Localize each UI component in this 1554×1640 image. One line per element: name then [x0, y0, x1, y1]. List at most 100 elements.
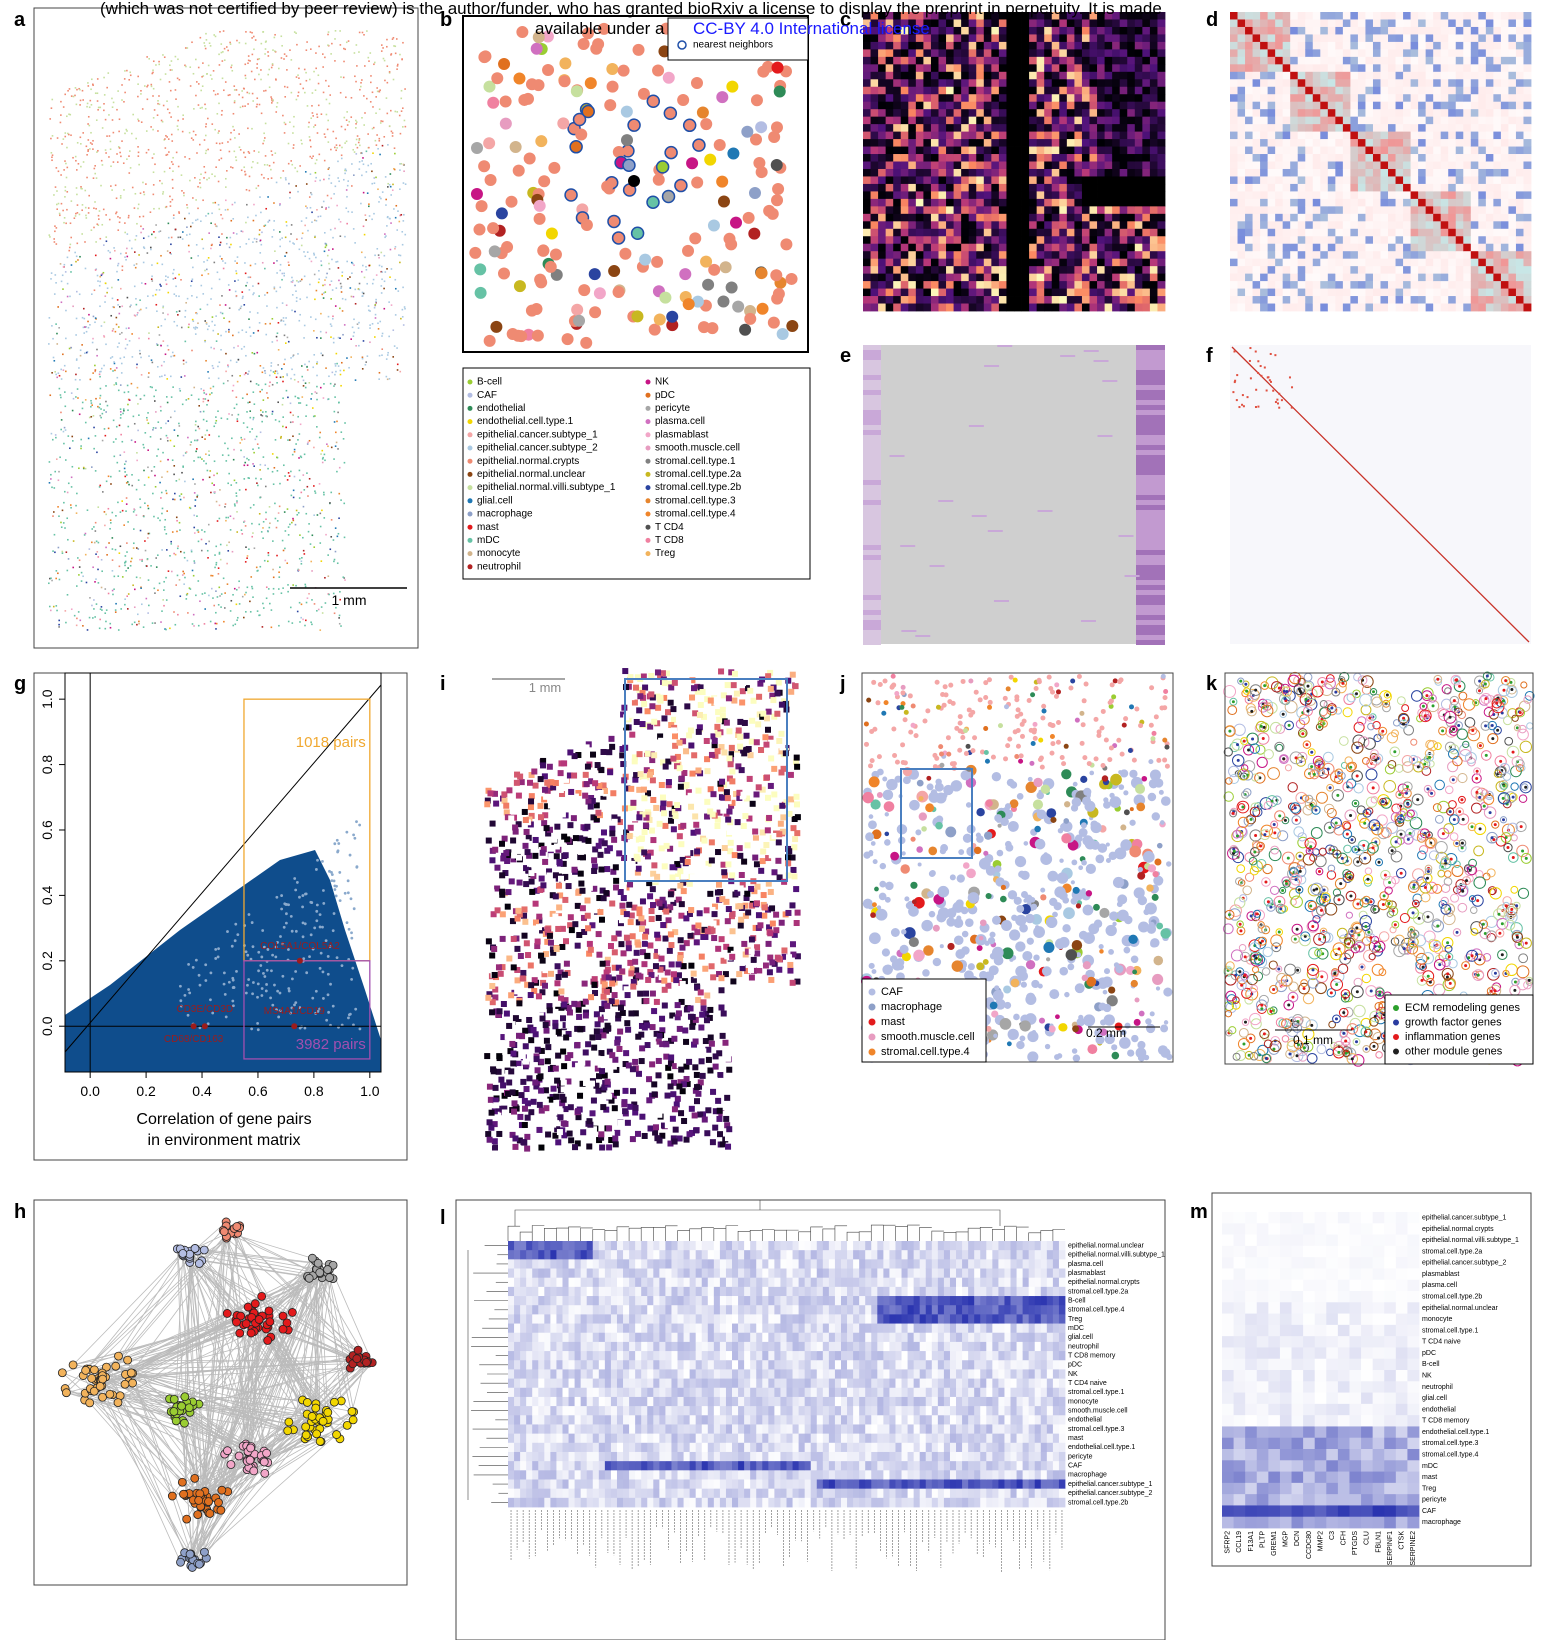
heatmap-cell	[1127, 19, 1135, 27]
heatmap-cell	[1037, 147, 1045, 155]
heatmap-cell	[1150, 42, 1158, 50]
cell-dot	[163, 105, 165, 107]
cell-dot	[117, 216, 119, 218]
cell-dot	[343, 503, 345, 505]
cell-dot	[65, 622, 67, 624]
cell-dot	[179, 79, 181, 81]
heatmap-cell	[916, 289, 924, 297]
heatmap-cell	[901, 124, 909, 132]
cell-dot	[164, 138, 166, 140]
cell-dot	[147, 85, 149, 87]
cell-dot	[150, 249, 152, 251]
cell-dot	[49, 394, 51, 396]
cell-dot	[199, 457, 201, 459]
cell-dot	[392, 132, 394, 134]
cell-dot	[286, 304, 288, 306]
heatmap-cell	[976, 162, 984, 170]
heatmap-cell	[1120, 266, 1128, 274]
cell-dot	[70, 347, 72, 349]
cell-dot	[222, 454, 224, 456]
cell-dot	[142, 108, 144, 110]
cell-dot	[104, 588, 106, 590]
cell-dot	[136, 514, 138, 516]
heatmap-cell	[1044, 229, 1052, 237]
cell	[621, 106, 633, 118]
cell	[484, 335, 496, 347]
cell-dot	[72, 466, 74, 468]
heatmap-cell	[1014, 296, 1022, 304]
cell-dot	[374, 336, 376, 338]
heatmap-cell	[939, 64, 947, 72]
heatmap-cell	[1044, 117, 1052, 125]
cell-dot	[316, 399, 318, 401]
cell-dot	[244, 594, 246, 596]
cell-dot	[251, 523, 253, 525]
cell-dot	[121, 305, 123, 307]
cell-dot	[230, 360, 232, 362]
cell-dot	[366, 283, 368, 285]
cell-dot	[202, 593, 204, 595]
cell-dot	[145, 183, 147, 185]
cell-dot	[334, 612, 336, 614]
cell-dot	[256, 63, 258, 65]
cell-dot	[166, 100, 168, 102]
cell-dot	[120, 511, 122, 513]
cell-dot	[192, 222, 194, 224]
cell-dot	[235, 156, 237, 158]
heatmap-cell	[871, 214, 879, 222]
heatmap-cell	[893, 274, 901, 282]
cell-dot	[124, 222, 126, 224]
heatmap-cell	[946, 49, 954, 57]
cell-dot	[183, 497, 185, 499]
heatmap-cell	[871, 169, 879, 177]
cell-dot	[218, 604, 220, 606]
cell-dot	[123, 162, 125, 164]
heatmap-cell	[1022, 289, 1030, 297]
cell-dot	[97, 223, 99, 225]
heatmap-cell	[1006, 304, 1014, 312]
heatmap-cell	[1059, 184, 1067, 192]
cell-dot	[247, 62, 249, 64]
cell-dot	[260, 431, 262, 433]
heatmap-cell	[1082, 72, 1090, 80]
cell-dot	[367, 192, 369, 194]
heatmap-cell	[863, 162, 871, 170]
heatmap-cell	[1014, 87, 1022, 95]
cell-dot	[183, 195, 185, 197]
heatmap-cell	[1090, 117, 1098, 125]
figure: abcdefgijkhlm1 mmnearest neighborsB-cell…	[0, 0, 1554, 1640]
cell	[697, 106, 709, 118]
cell-dot	[337, 412, 339, 414]
cell-dot	[95, 317, 97, 319]
cell-dot	[196, 81, 198, 83]
heatmap-cell	[1074, 57, 1082, 65]
cell-dot	[320, 215, 322, 217]
cell-dot	[382, 333, 384, 335]
cell-dot	[72, 305, 74, 307]
cell-dot	[98, 542, 100, 544]
heatmap-cell	[923, 87, 931, 95]
heatmap-cell	[1120, 236, 1128, 244]
cell-dot	[258, 283, 260, 285]
cell-dot	[302, 619, 304, 621]
cell-dot	[198, 67, 200, 69]
cell-dot	[136, 304, 138, 306]
heatmap-cell	[999, 169, 1007, 177]
cell-dot	[137, 208, 139, 210]
cell-dot	[164, 319, 166, 321]
cell-dot	[404, 88, 406, 90]
heatmap-cell	[1029, 139, 1037, 147]
cell-dot	[105, 411, 107, 413]
heatmap-cell	[1230, 49, 1238, 57]
cell-dot	[256, 238, 258, 240]
heatmap-cell	[1029, 206, 1037, 214]
cell-dot	[363, 340, 365, 342]
cell-dot	[232, 126, 234, 128]
cell-dot	[153, 588, 155, 590]
cell-dot	[327, 255, 329, 257]
cell-dot	[233, 113, 235, 115]
cell-dot	[150, 247, 152, 249]
heatmap-cell	[976, 117, 984, 125]
heatmap-cell	[1150, 191, 1158, 199]
cell-dot	[291, 164, 293, 166]
